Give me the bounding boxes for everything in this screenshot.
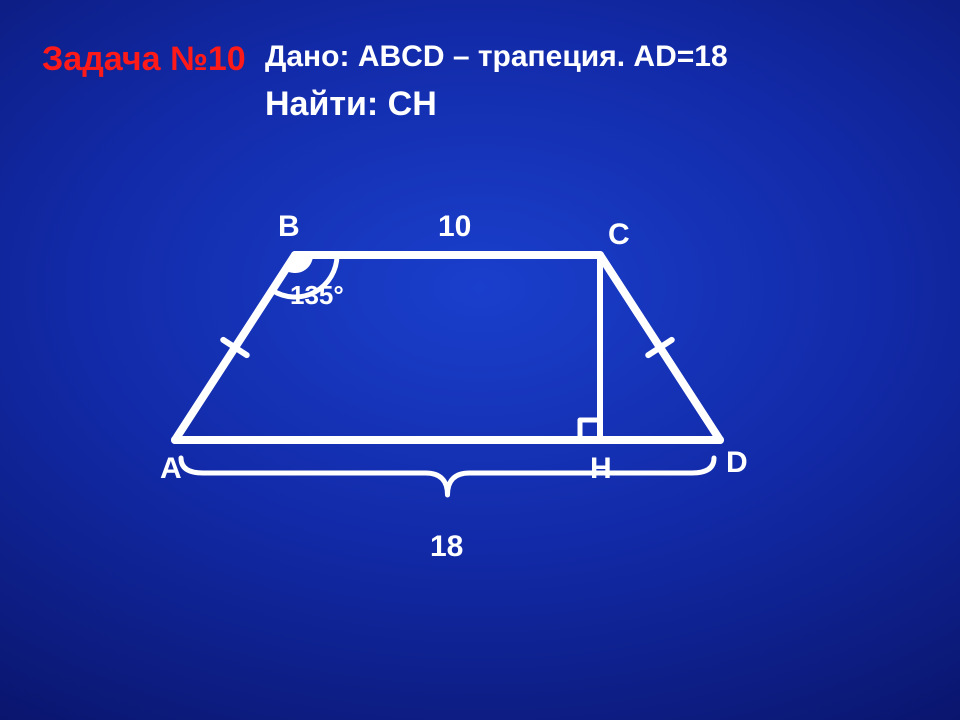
vertex-label-B: B <box>278 210 300 244</box>
vertex-label-H: H <box>590 452 612 486</box>
brace-label-AD: 18 <box>430 530 463 564</box>
vertex-label-A: A <box>160 452 182 486</box>
vertex-label-C: C <box>608 218 630 252</box>
angle-label-B: 135° <box>290 280 344 311</box>
edge-label-BC: 10 <box>438 210 471 244</box>
vertex-label-D: D <box>726 446 748 480</box>
slide-stage: Задача №10 Дано: ABCD – трапеция. AD=18 … <box>0 0 960 720</box>
geometry-figure <box>0 0 960 720</box>
